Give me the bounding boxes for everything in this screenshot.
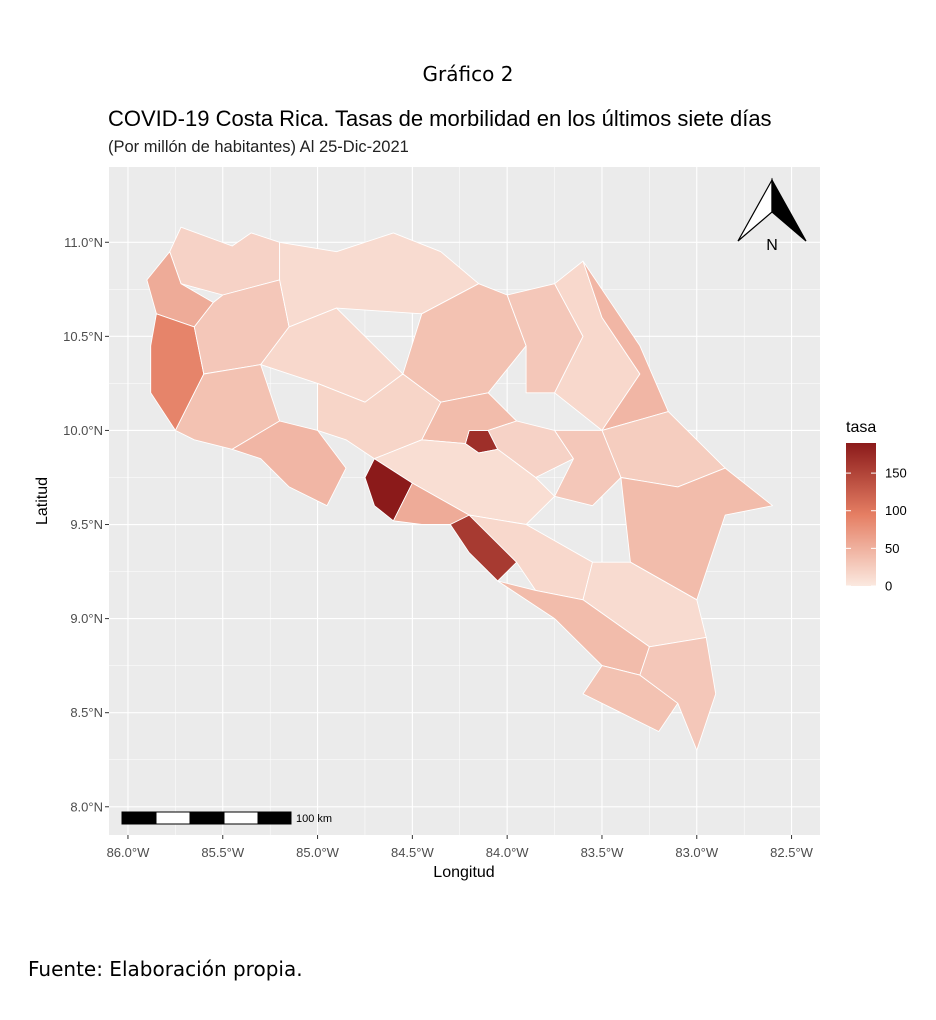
region-polygon <box>231 420 347 507</box>
region-polygon <box>364 458 413 522</box>
y-tick-label: 8.0°N <box>70 799 103 814</box>
scale-bar: 100 km <box>121 811 332 825</box>
y-tick-label: 10.0°N <box>63 423 103 438</box>
legend-tick-label: 0 <box>885 579 892 594</box>
scale-bar-segment <box>257 811 292 825</box>
north-arrow-right-icon <box>771 177 807 242</box>
x-tick-label: 84.0°W <box>486 845 530 860</box>
scale-bar-segment <box>121 811 157 825</box>
region-polygon <box>639 636 717 751</box>
region-polygons <box>146 226 774 751</box>
y-tick-label: 8.5°N <box>70 705 103 720</box>
legend-tick-label: 50 <box>885 541 899 556</box>
x-tick-label: 85.5°W <box>201 845 245 860</box>
x-tick-label: 86.0°W <box>107 845 151 860</box>
legend-title: tasa <box>846 419 876 436</box>
x-tick-label: 85.0°W <box>296 845 340 860</box>
legend: tasa 150 100 50 0 <box>846 419 907 594</box>
region-polygon <box>449 514 518 582</box>
y-axis-title: Latitud <box>34 477 51 525</box>
source-note: Fuente: Elaboración propia. <box>28 957 303 981</box>
x-tick-label: 83.5°W <box>581 845 625 860</box>
y-axis-ticks: 8.0°N 8.5°N 9.0°N 9.5°N 10.0°N 10.5°N 11.0°N <box>63 235 109 814</box>
region-polygon <box>554 429 622 507</box>
y-tick-label: 9.0°N <box>70 611 103 626</box>
x-axis-title: Longitud <box>433 864 494 881</box>
x-tick-label: 82.5°W <box>770 845 814 860</box>
map-subtitle: (Por millón de habitantes) Al 25-Dic-202… <box>108 138 409 156</box>
scale-bar-segment <box>223 811 259 825</box>
legend-tick-label: 150 <box>885 466 907 481</box>
legend-colorbar <box>846 443 876 586</box>
north-arrow: N <box>737 177 807 254</box>
y-tick-label: 10.5°N <box>63 329 103 344</box>
north-arrow-label: N <box>766 237 778 254</box>
y-tick-label: 11.0°N <box>64 235 103 250</box>
x-tick-label: 83.0°W <box>675 845 719 860</box>
y-tick-label: 9.5°N <box>70 517 103 532</box>
scale-bar-label: 100 km <box>296 813 332 825</box>
x-axis-ticks: 86.0°W 85.5°W 85.0°W 84.5°W 84.0°W 83.5°W 83.0… <box>107 835 814 860</box>
x-tick-label: 84.5°W <box>391 845 435 860</box>
figure-caption: Gráfico 2 <box>422 62 514 86</box>
scale-bar-segment <box>155 811 191 825</box>
legend-tick-label: 100 <box>885 503 907 518</box>
scale-bar-segment <box>189 811 225 825</box>
map-title: COVID-19 Costa Rica. Tasas de morbilidad… <box>108 106 772 131</box>
legend-ticks: 150 100 50 0 <box>846 466 907 594</box>
region-polygon <box>392 482 470 525</box>
